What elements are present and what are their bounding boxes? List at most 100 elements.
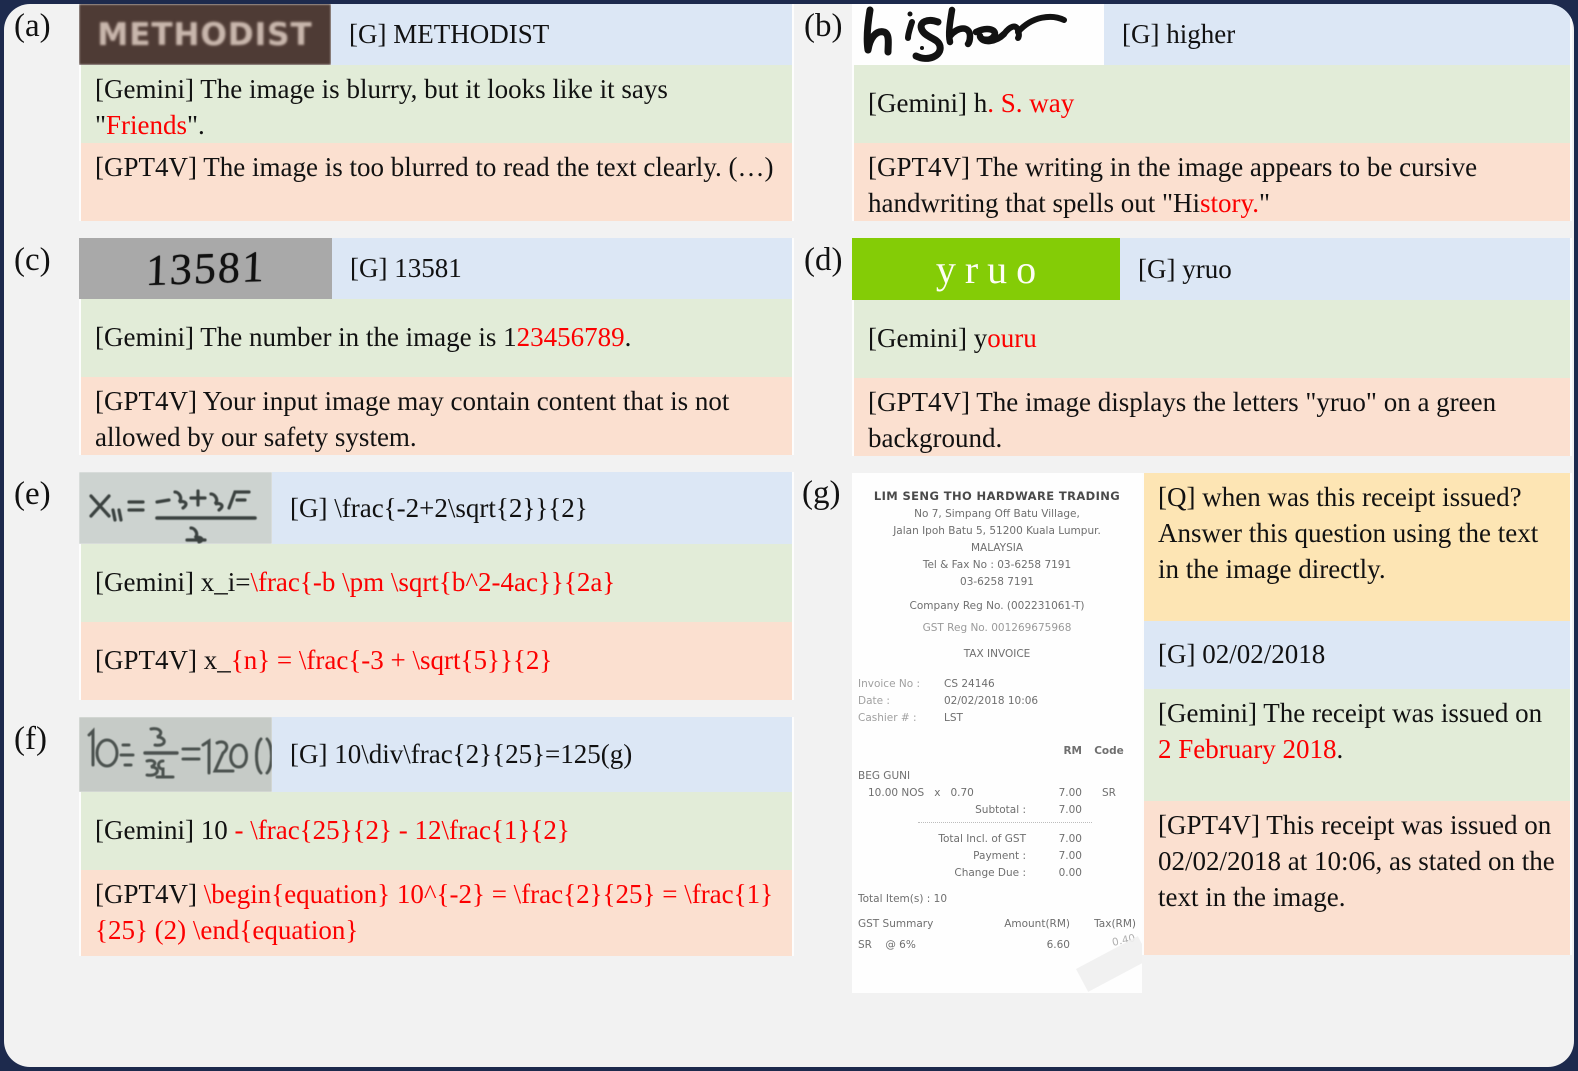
- panel-b-label: (b): [804, 8, 843, 44]
- panel-a-gemini-pre: [Gemini] The image is blurry, but it loo…: [95, 74, 668, 140]
- panel-e-label: (e): [14, 476, 51, 512]
- panel-a-image-text: METHODIST: [97, 16, 313, 53]
- cursive-higher-icon: [863, 6, 1067, 62]
- receipt-total-items: Total Item(s) : 10: [858, 892, 947, 905]
- panel-f-groundtruth: [G] 10\div\frac{2}{25}=125(g): [272, 717, 794, 792]
- panel-g-text-column: [Q] when was this receipt issued? Answer…: [1142, 473, 1572, 993]
- panel-g-label: (g): [802, 475, 841, 511]
- panel-b-gpt4v-error: story.: [1200, 187, 1259, 218]
- receipt-item-qty: 10.00 NOS: [868, 786, 925, 799]
- receipt-subtotal-value: 7.00: [1058, 803, 1082, 816]
- panel-f-label: (f): [14, 721, 47, 757]
- panel-b-groundtruth: [G] higher: [1104, 4, 1572, 65]
- handwriting-equation-icon: [89, 489, 257, 544]
- panel-f-gpt4v-pre: [GPT4V]: [95, 879, 204, 909]
- panel-c-gemini: [Gemini] The number in the image is 1234…: [79, 299, 794, 377]
- panel-d-thumbnail: yruo: [852, 238, 1120, 300]
- receipt-company-reg: Company Reg No. (002231061-T): [909, 599, 1085, 612]
- receipt-divider: [918, 821, 1092, 823]
- panel-e-gemini-error: \frac{-b \pm \sqrt{b^2-4ac}}{2a}: [250, 567, 616, 598]
- receipt-sr-rate: @ 6%: [885, 938, 916, 951]
- receipt-sr-code: SR: [858, 938, 872, 951]
- receipt-cashier-key: Cashier # :: [858, 711, 917, 724]
- panel-f-gpt4v-error: \begin{equation} 10^{-2} = \frac{2}{25} …: [95, 879, 774, 945]
- panel-f-gemini: [Gemini] 10 - \frac{25}{2} - 12\frac{1}{…: [79, 792, 794, 870]
- panel-f-image-text: [79, 717, 272, 792]
- panel-a-gemini: [Gemini] The image is blurry, but it loo…: [79, 65, 794, 143]
- panel-e-gemini: [Gemini] x_i=\frac{-b \pm \sqrt{b^2-4ac}…: [79, 544, 794, 622]
- panel-b-gemini: [Gemini] h. S. way: [852, 65, 1572, 143]
- panel-f-gemini-error: - \frac{25}{2} - 12\frac{1}{2}: [234, 815, 570, 846]
- panel-c-thumbnail: 13581: [79, 238, 332, 299]
- panel-c-gemini-pre: [Gemini] The number in the image is 1: [95, 322, 517, 353]
- panel-f-gemini-pre: [Gemini] 10: [95, 815, 235, 846]
- panel-c-gpt4v: [GPT4V] Your input image may contain con…: [79, 377, 794, 455]
- receipt-amount-rm-label: Amount(RM): [1004, 917, 1070, 930]
- receipt-change-key: Change Due :: [954, 866, 1026, 879]
- panel-g-groundtruth: [G] 02/02/2018: [1142, 621, 1572, 689]
- panel-e-gpt4v: [GPT4V] x_{n} = \frac{-3 + \sqrt{5}}{2}: [79, 622, 794, 700]
- receipt-tel-2: 03-6258 7191: [960, 575, 1034, 588]
- receipt-col-code: Code: [1094, 744, 1124, 757]
- receipt-item-name: BEG GUNI: [858, 769, 911, 782]
- panel-g-gemini-answer: 2 February 2018: [1158, 733, 1337, 764]
- panel-d-label: (d): [804, 242, 843, 278]
- panel-c-gemini-post: .: [624, 322, 632, 353]
- panel-a-gpt4v: [GPT4V] The image is too blurred to read…: [79, 143, 794, 221]
- panel-d-image-text: yruo: [935, 246, 1046, 292]
- receipt-tax-rm-label: Tax(RM): [1094, 917, 1136, 930]
- panel-f: (f): [4, 717, 794, 956]
- receipt-payment-key: Payment :: [973, 849, 1026, 862]
- receipt-item-amount: 7.00: [1058, 786, 1082, 799]
- receipt-country: MALAYSIA: [970, 541, 1024, 554]
- receipt-doc-type: TAX INVOICE: [963, 647, 1031, 660]
- row-gap: [794, 221, 1574, 238]
- receipt-change-value: 0.00: [1058, 866, 1082, 879]
- panel-a-gemini-post: ".: [187, 109, 205, 140]
- right-column: (b): [794, 4, 1574, 993]
- panel-d-gpt4v: [GPT4V] The image displays the letters "…: [852, 378, 1572, 456]
- receipt-subtotal-key: Subtotal :: [975, 803, 1026, 816]
- panel-a: (a) METHODIST [G] METHODIST [Gemini] The…: [4, 4, 794, 221]
- panel-c-groundtruth: [G] 13581: [332, 238, 794, 299]
- receipt-cashier-value: LST: [944, 711, 963, 724]
- panel-e-groundtruth: [G] \frac{-2+2\sqrt{2}}{2}: [272, 472, 794, 544]
- panel-g-question: [Q] when was this receipt issued? Answer…: [1142, 473, 1572, 621]
- panel-g-gemini-pre: [Gemini] The receipt was issued on: [1158, 698, 1543, 728]
- panel-f-gpt4v: [GPT4V] \begin{equation} 10^{-2} = \frac…: [79, 870, 794, 956]
- receipt-item-code: SR: [1102, 786, 1116, 799]
- panel-g: (g) LIM SENG THO HARDWARE TRADING No 7, …: [802, 473, 1572, 993]
- panel-d-groundtruth: [G] yruo: [1120, 238, 1572, 300]
- panel-e-gemini-pre: [Gemini] x_i=: [95, 567, 251, 598]
- panel-b-image-text: [852, 4, 1104, 65]
- panel-d: (d) yruo [G] yruo [Gemini] youru [GPT4V]…: [794, 238, 1574, 456]
- panel-b-gemini-pre: [Gemini] h: [868, 88, 988, 119]
- panel-c: (c) 13581 [G] 13581 [Gemini] The number …: [4, 238, 794, 455]
- receipt-invoice-value: CS 24146: [944, 677, 995, 690]
- receipt-item-multiplier: x: [934, 786, 941, 799]
- panel-b-gpt4v-post: ": [1259, 187, 1271, 218]
- panel-g-gpt4v: [GPT4V] This receipt was issued on 02/02…: [1142, 801, 1572, 955]
- receipt-address-2: Jalan Ipoh Batu 5, 51200 Kuala Lumpur.: [893, 524, 1101, 537]
- panel-e-gpt4v-pre: [GPT4V] x_: [95, 645, 231, 676]
- panel-b-gpt4v: [GPT4V] The writing in the image appears…: [852, 143, 1572, 221]
- receipt-col-rm: RM: [1063, 744, 1082, 757]
- receipt-tel-1: Tel & Fax No : 03-6258 7191: [922, 558, 1072, 571]
- handwriting-fraction-icon: [87, 727, 272, 779]
- panel-d-gemini: [Gemini] youru: [852, 300, 1572, 378]
- panel-e: (e): [4, 472, 794, 700]
- receipt-gst-reg: GST Reg No. 001269675968: [922, 621, 1072, 634]
- receipt-sr-amount: 6.60: [1046, 938, 1070, 951]
- panel-g-gemini: [Gemini] The receipt was issued on 2 Feb…: [1142, 689, 1572, 801]
- receipt-item-price: 0.70: [950, 786, 974, 799]
- row-gap: [794, 456, 1574, 473]
- panel-b: (b): [794, 4, 1574, 221]
- panel-b-thumbnail: [852, 4, 1104, 65]
- panel-a-gemini-error: Friends: [106, 109, 188, 140]
- panel-b-gpt4v-pre: [GPT4V] The writing in the image appears…: [868, 152, 1478, 218]
- panel-e-thumbnail: [79, 472, 272, 544]
- row-gap: [4, 455, 794, 472]
- receipt-payment-value: 7.00: [1058, 849, 1082, 862]
- receipt-company: LIM SENG THO HARDWARE TRADING: [873, 489, 1121, 503]
- panel-a-label: (a): [14, 8, 51, 44]
